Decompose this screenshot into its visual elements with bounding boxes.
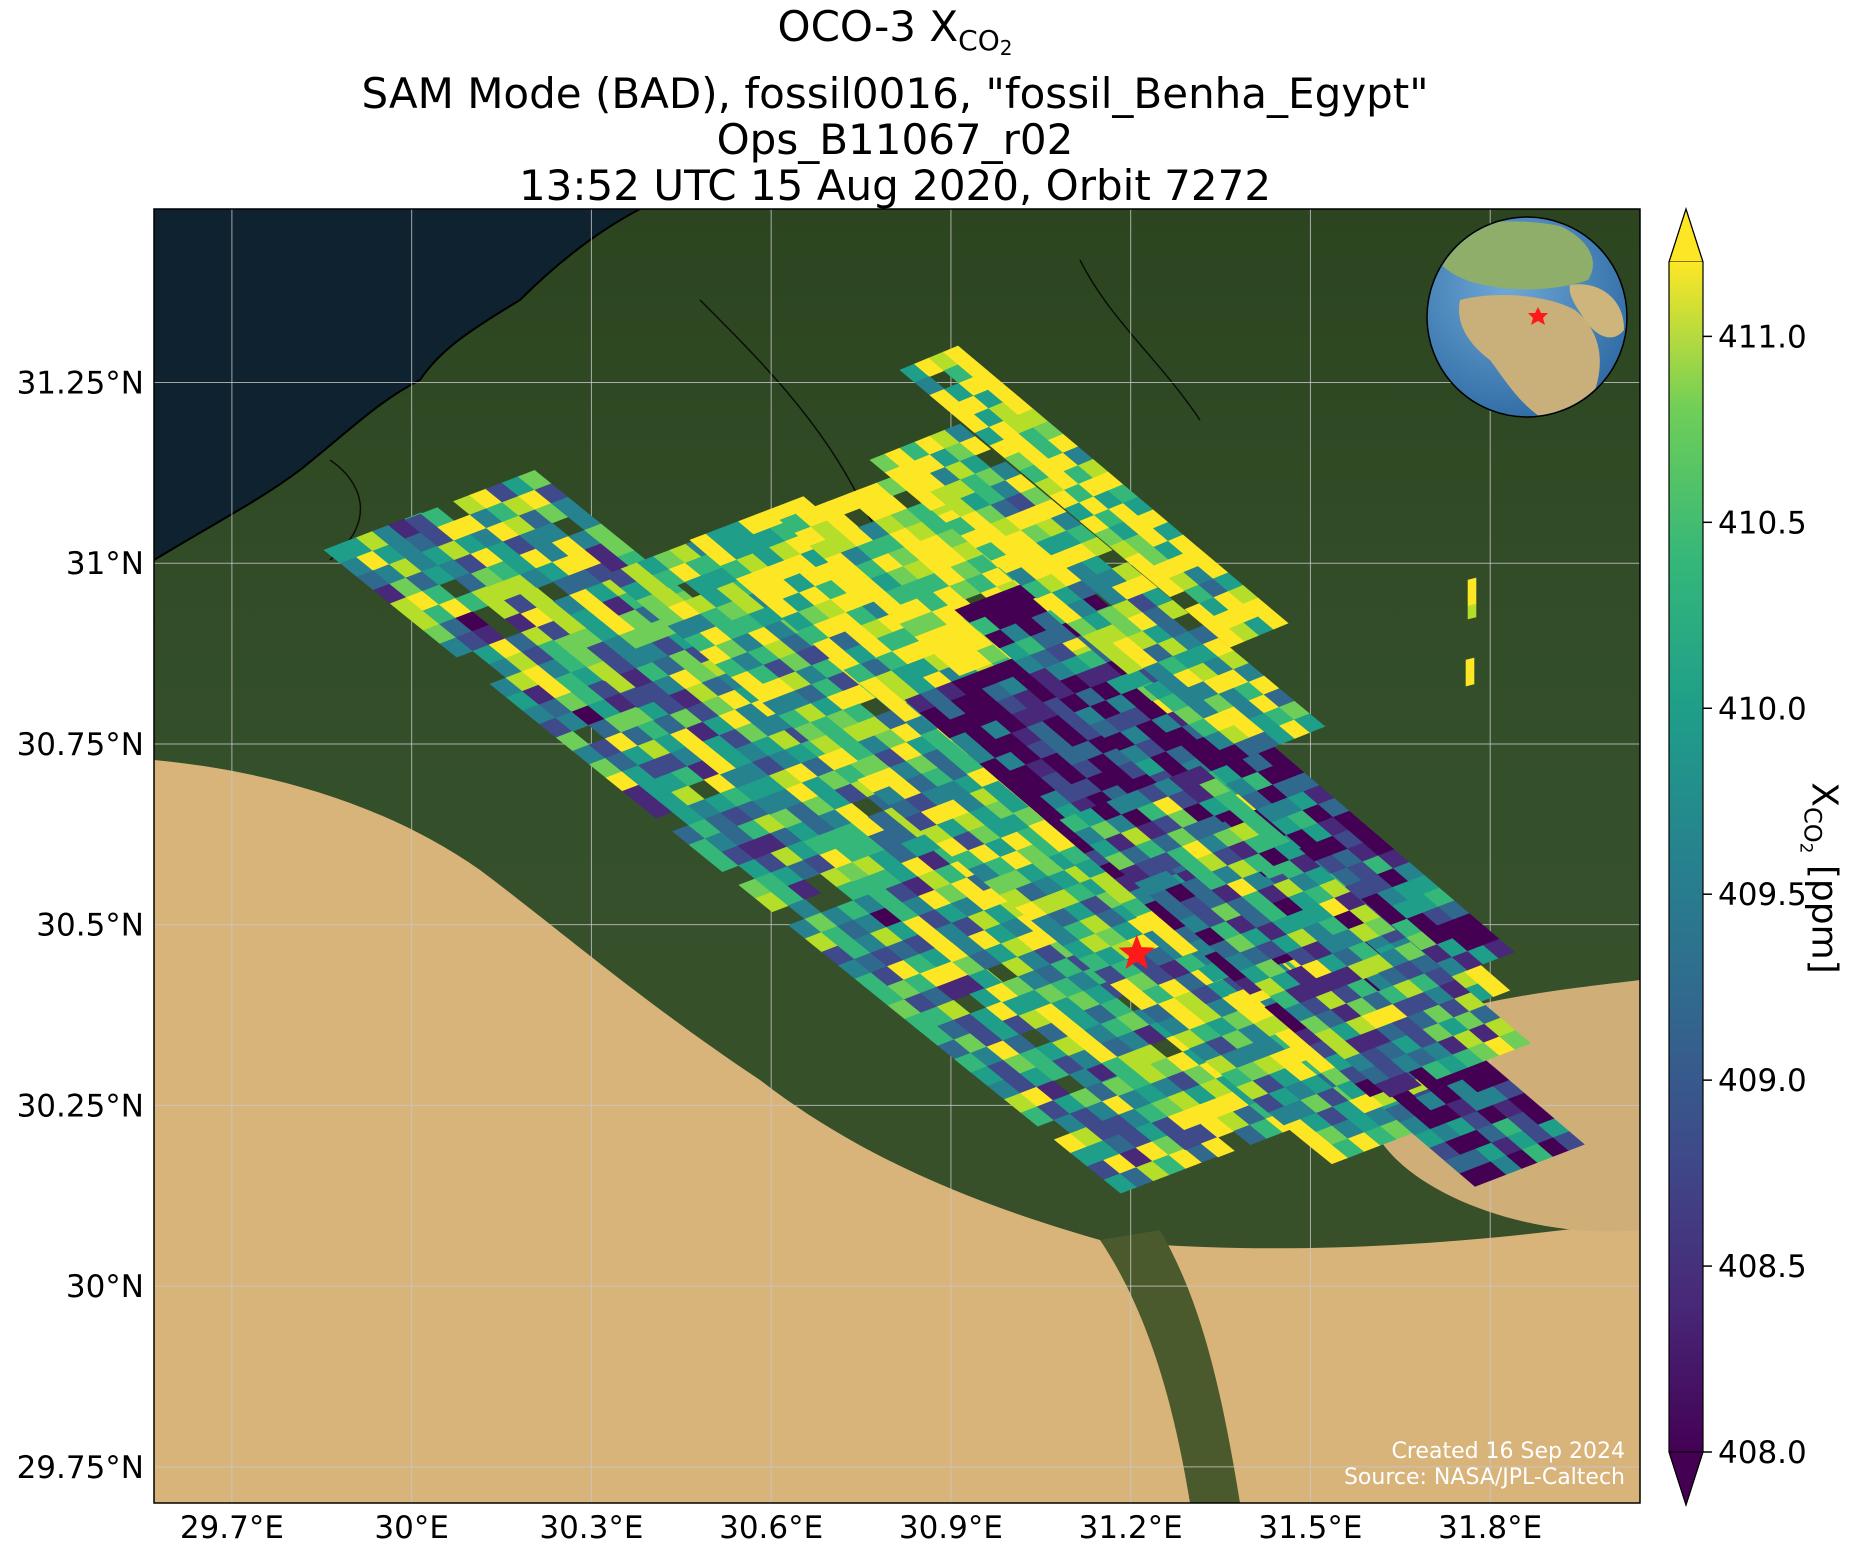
colorbar-gradient [1669, 262, 1703, 1452]
lat-tick-label: 30.75°N [17, 727, 144, 763]
lat-tick-label: 31.25°N [17, 365, 144, 401]
credit-created: Created 16 Sep 2024 [1392, 1439, 1626, 1464]
globe-middle-east [1569, 284, 1625, 338]
xco2-soundings [323, 345, 1585, 1194]
sounding-cell [1465, 657, 1475, 674]
inset-globe [1426, 216, 1628, 418]
lon-tick-label: 30.6°E [719, 1510, 823, 1546]
sounding-cell [1364, 916, 1396, 937]
longitude-tick-labels: 29.7°E 30°E 30.3°E 30.6°E 30.9°E 31.2°E 31.5°E… [180, 1510, 1542, 1546]
coastline-border [154, 209, 641, 561]
sounding-cell [1467, 577, 1477, 594]
lat-tick-label: 29.75°N [17, 1450, 144, 1486]
colorbar-extend-min [1668, 1451, 1704, 1507]
sounding-cell [1465, 670, 1475, 687]
title-line-2: SAM Mode (BAD), fossil0016, "fossil_Benh… [361, 69, 1429, 118]
nile-valley [1100, 1230, 1240, 1503]
colorbar-label: XCO2 [ppm] [1795, 782, 1845, 974]
colorbar-tick-label: 410.5 [1718, 505, 1807, 541]
sounding-cell [787, 879, 822, 900]
globe-europe [1432, 221, 1593, 290]
sounding-cell [1499, 1030, 1531, 1050]
sounding-cell [1200, 1137, 1235, 1158]
colorbar-tick-label: 411.0 [1718, 319, 1807, 355]
lon-tick-label: 31.8°E [1438, 1510, 1542, 1546]
map-frame [153, 208, 1641, 1504]
sounding-cell [1467, 603, 1477, 620]
chart-title: OCO-3 XCO2 SAM Mode (BAD), fossil0016, "… [152, 4, 1638, 209]
title-line-4: 13:52 UTC 15 Aug 2020, Orbit 7272 [518, 161, 1272, 210]
colorbar-ticks: 408.0 408.5 409.0 409.5 410.0 410.5 411.0 [1703, 319, 1807, 1471]
globe-africa [1459, 295, 1600, 416]
lon-tick-label: 29.7°E [180, 1510, 284, 1546]
colorbar-tick-label: 408.5 [1718, 1249, 1807, 1285]
sounding-cell [959, 436, 991, 456]
lat-tick-label: 30°N [66, 1269, 144, 1305]
colorbar-extend-max [1668, 207, 1704, 263]
lon-tick-label: 30.3°E [539, 1510, 643, 1546]
colorbar-tick-label: 409.0 [1718, 1063, 1807, 1099]
sounding-cell [1477, 977, 1511, 997]
lon-tick-label: 30.9°E [899, 1510, 1003, 1546]
colorbar-tick-label: 408.0 [1718, 1435, 1807, 1471]
sounding-cell [1257, 610, 1289, 630]
lon-tick-label: 31.2°E [1079, 1510, 1183, 1546]
sounding-cell [1483, 938, 1515, 959]
sounding-cell [1390, 1072, 1422, 1092]
sounding-cell [1157, 600, 1189, 620]
colorbar: 408.0 408.5 409.0 409.5 410.0 410.5 411.0 [1668, 207, 1807, 1507]
sounding-cell [1467, 590, 1477, 607]
latitude-tick-labels: 31.25°N 31°N 30.75°N 30.5°N 30.25°N 30°N 29.75… [17, 365, 144, 1485]
colorbar-tick-label: 409.5 [1718, 877, 1807, 913]
title-line-1: OCO-3 XCO2 [777, 2, 1013, 61]
sounding-cell [1081, 537, 1113, 557]
lon-tick-label: 31.5°E [1258, 1510, 1362, 1546]
credit-source: Source: NASA/JPL-Caltech [1344, 1465, 1625, 1490]
sounding-cell [1553, 1131, 1585, 1151]
colorbar-tick-label: 410.0 [1718, 691, 1807, 727]
target-marker [1118, 934, 1155, 969]
desert-area [154, 760, 1640, 1503]
sea-area [154, 209, 640, 560]
lon-tick-label: 30°E [374, 1510, 449, 1546]
target-star [1118, 934, 1155, 969]
lat-tick-label: 30.5°N [36, 908, 144, 944]
lat-tick-label: 31°N [66, 546, 144, 582]
title-line-3: Ops_B11067_r02 [716, 115, 1074, 164]
lat-tick-label: 30.25°N [17, 1088, 144, 1124]
sounding-cell [1294, 713, 1326, 733]
globe-target-star [1528, 307, 1548, 325]
